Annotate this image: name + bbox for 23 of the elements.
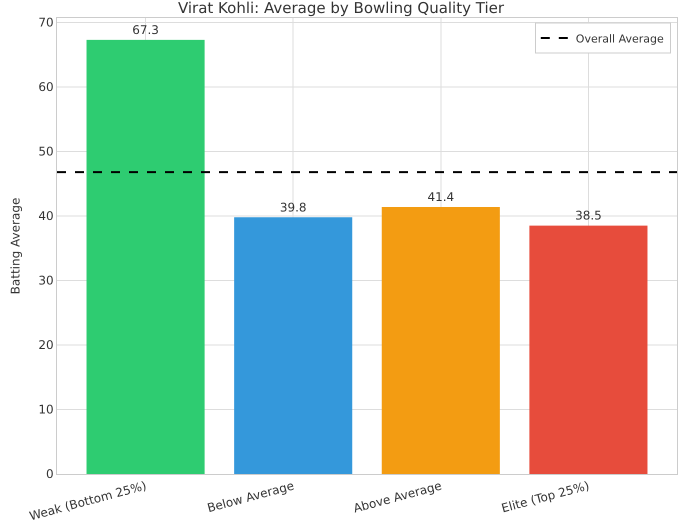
chart-title: Virat Kohli: Average by Bowling Quality Tier bbox=[178, 0, 505, 18]
bar bbox=[529, 226, 648, 474]
bar bbox=[86, 40, 205, 474]
y-tick-label: 10 bbox=[38, 402, 54, 417]
y-axis-title: Batting Average bbox=[8, 198, 23, 294]
y-tick-label: 20 bbox=[38, 338, 54, 352]
x-tick-label: Below Average bbox=[206, 478, 296, 516]
y-tick-label: 70 bbox=[38, 16, 54, 30]
y-tick-label: 50 bbox=[38, 144, 54, 159]
bar bbox=[382, 206, 500, 474]
x-tick-label: Weak (Bottom 25%) bbox=[28, 478, 148, 524]
data-label: 67.3 bbox=[132, 22, 159, 37]
x-tick-label: Above Average bbox=[352, 478, 444, 516]
x-tick-label: Elite (Top 25%) bbox=[500, 478, 591, 516]
data-label: 39.8 bbox=[280, 200, 307, 214]
y-tick-label: 40 bbox=[38, 209, 54, 224]
legend-label: Overall Average bbox=[576, 32, 664, 46]
y-tick-label: 30 bbox=[38, 274, 54, 288]
y-tick-label: 60 bbox=[38, 80, 54, 94]
data-label: 38.5 bbox=[575, 208, 602, 223]
y-tick-label: 0 bbox=[46, 467, 54, 482]
data-label: 41.4 bbox=[427, 190, 454, 204]
bar bbox=[234, 217, 352, 474]
